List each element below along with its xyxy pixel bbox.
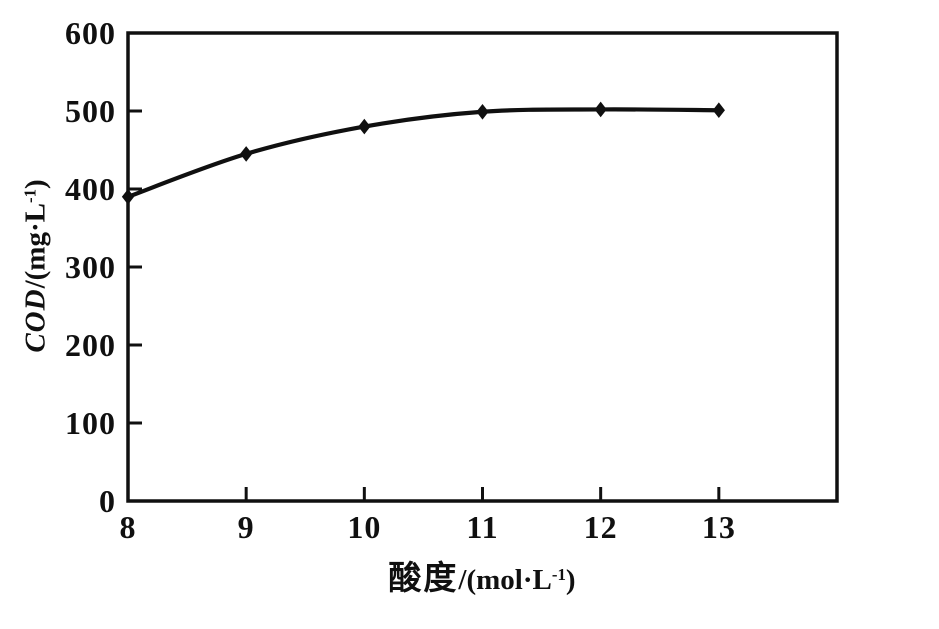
- y-tick-label: 300: [65, 249, 116, 285]
- plot-border: [126, 31, 839, 503]
- x-tick-label: 8: [119, 509, 137, 545]
- x-axis-unit-close: ): [565, 564, 576, 596]
- x-tick-label: 12: [583, 509, 618, 545]
- cod-curve: [125, 107, 721, 199]
- x-axis-unit-exponent: -1: [551, 564, 566, 584]
- x-tick-label: 10: [347, 509, 382, 545]
- y-tick-label: 0: [99, 483, 116, 519]
- x-axis-quantity: 酸度: [388, 561, 459, 597]
- x-tick-label: 9: [237, 509, 255, 545]
- data-point-marker: [240, 146, 253, 162]
- y-tick-label: 100: [65, 405, 116, 441]
- data-point-marker: [121, 188, 135, 205]
- y-tick-label: 500: [65, 93, 116, 129]
- data-point-marker: [358, 118, 371, 135]
- y-axis-quantity: COD: [19, 288, 52, 353]
- y-axis-label: COD/(mg·L-1): [20, 179, 53, 352]
- x-tick-label: 11: [466, 509, 499, 545]
- y-tick-label: 200: [65, 327, 116, 363]
- x-axis-label: 酸度/(mol·L-1): [388, 551, 575, 599]
- y-axis-unit-exponent: -1: [20, 189, 40, 204]
- data-point-marker: [594, 101, 607, 118]
- x-axis-unit: /(mol·L: [458, 564, 552, 596]
- y-tick-label: 400: [65, 171, 116, 207]
- data-point-marker: [476, 103, 489, 120]
- data-point-marker: [712, 102, 725, 119]
- y-tick-label: 600: [65, 15, 116, 51]
- x-tick-label: 13: [701, 509, 736, 545]
- y-axis-unit-close: ): [19, 179, 52, 190]
- y-axis-unit: /(mg·L: [19, 203, 52, 289]
